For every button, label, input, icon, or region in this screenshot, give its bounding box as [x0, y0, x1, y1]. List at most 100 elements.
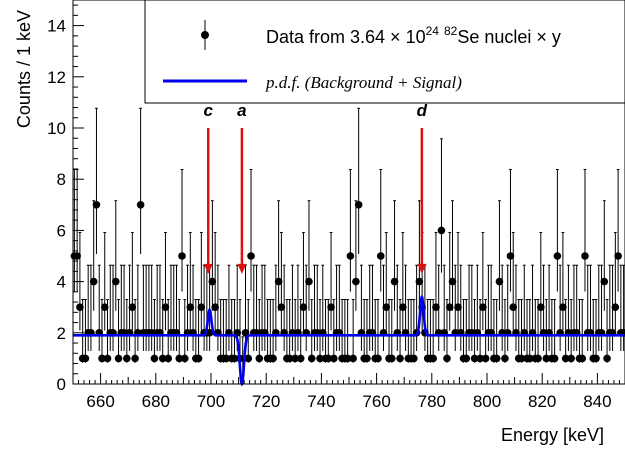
data-point — [542, 354, 551, 363]
data-point — [479, 303, 487, 312]
x-axis-label: Energy [keV] — [501, 425, 604, 445]
data-point — [307, 354, 316, 363]
data-point — [550, 354, 559, 363]
x-tick-label: 740 — [307, 392, 335, 411]
data-point — [81, 354, 90, 363]
pdf-curve — [73, 294, 625, 387]
y-tick-label: 0 — [57, 375, 66, 394]
data-point — [194, 354, 203, 363]
data-point — [534, 354, 542, 363]
data-point — [247, 252, 255, 260]
data-point — [208, 277, 217, 286]
data-point — [553, 252, 562, 260]
data-point — [103, 354, 112, 363]
data-point — [537, 303, 545, 312]
data-point — [352, 277, 360, 286]
data-point — [600, 277, 609, 286]
data-point — [470, 354, 479, 363]
data-point — [363, 354, 371, 363]
data-point — [186, 303, 195, 312]
legend-data-marker — [201, 31, 209, 39]
data-point — [382, 303, 391, 312]
legend-data-label: Data from 3.64 × 1024 82Se nuclei × y — [266, 24, 561, 47]
data-point — [454, 303, 462, 312]
data-point — [316, 354, 324, 363]
annotation-arrowhead-a — [237, 263, 247, 274]
data-point — [611, 303, 620, 312]
data-point — [291, 354, 299, 363]
y-tick-label: 12 — [47, 68, 66, 87]
x-tick-label: 800 — [473, 392, 501, 411]
data-point — [561, 354, 570, 363]
data-point — [614, 252, 622, 260]
data-point — [354, 201, 363, 209]
data-point — [98, 354, 106, 363]
y-tick-label: 8 — [57, 170, 66, 189]
data-point — [492, 354, 501, 363]
annotation-arrowhead-d — [417, 263, 427, 274]
data-point — [396, 354, 404, 363]
data-point — [327, 303, 335, 312]
data-point — [222, 354, 230, 363]
x-tick-label: 720 — [252, 392, 280, 411]
data-point — [567, 354, 575, 363]
data-point — [205, 329, 214, 337]
data-point — [399, 303, 407, 312]
data-point — [390, 277, 399, 286]
data-point — [506, 252, 515, 260]
data-point — [415, 277, 424, 286]
data-point — [324, 354, 333, 363]
data-point — [437, 226, 446, 235]
data-point — [158, 354, 167, 363]
data-point — [89, 277, 98, 286]
data-point — [114, 354, 123, 363]
data-point — [343, 354, 352, 363]
annotation-label-a: a — [237, 101, 246, 120]
y-axis-label: Counts / 1 keV — [14, 10, 34, 128]
data-point — [211, 303, 219, 312]
legend-pdf-label: p.d.f. (Background + Signal) — [265, 73, 462, 92]
data-point — [501, 354, 509, 363]
data-point — [128, 303, 137, 312]
plot-frame — [72, 0, 625, 385]
data-point — [387, 354, 396, 363]
annotation-arrowhead-c — [203, 263, 213, 274]
data-point — [92, 201, 101, 209]
data-point — [432, 303, 440, 312]
y-tick-label: 14 — [47, 17, 66, 36]
data-point — [581, 252, 589, 260]
data-point — [509, 303, 518, 312]
x-tick-label: 780 — [418, 392, 446, 411]
data-point — [76, 303, 84, 312]
data-point — [443, 354, 451, 363]
data-point — [462, 354, 471, 363]
x-tick-label: 840 — [583, 392, 611, 411]
data-point — [559, 303, 567, 312]
annotation-label-d: d — [417, 101, 428, 120]
data-point — [445, 303, 454, 312]
axes-layer: 660 680 700 720 740 760 780 800 820 840 0 2 4 6 8 10 12 1… — [47, 4, 625, 411]
data-point — [274, 277, 283, 286]
legend: Data from 3.64 × 1024 82Se nuclei × y p.… — [144, 0, 625, 104]
data-point — [476, 354, 484, 363]
error-bars-layer — [72, 107, 625, 384]
data-point — [410, 354, 418, 363]
data-point — [123, 354, 131, 363]
data-point — [100, 303, 109, 312]
data-point — [296, 354, 305, 363]
data-point — [230, 354, 239, 363]
data-point — [346, 252, 355, 260]
data-point — [481, 354, 490, 363]
data-point — [136, 201, 145, 209]
data-point — [517, 354, 526, 363]
data-point — [178, 252, 186, 260]
data-point — [578, 354, 587, 363]
data-point — [175, 354, 184, 363]
x-tick-label: 660 — [86, 392, 114, 411]
data-point — [374, 354, 382, 363]
data-point — [269, 354, 277, 363]
data-point — [299, 303, 308, 312]
data-point — [592, 354, 600, 363]
x-tick-label: 760 — [362, 392, 390, 411]
